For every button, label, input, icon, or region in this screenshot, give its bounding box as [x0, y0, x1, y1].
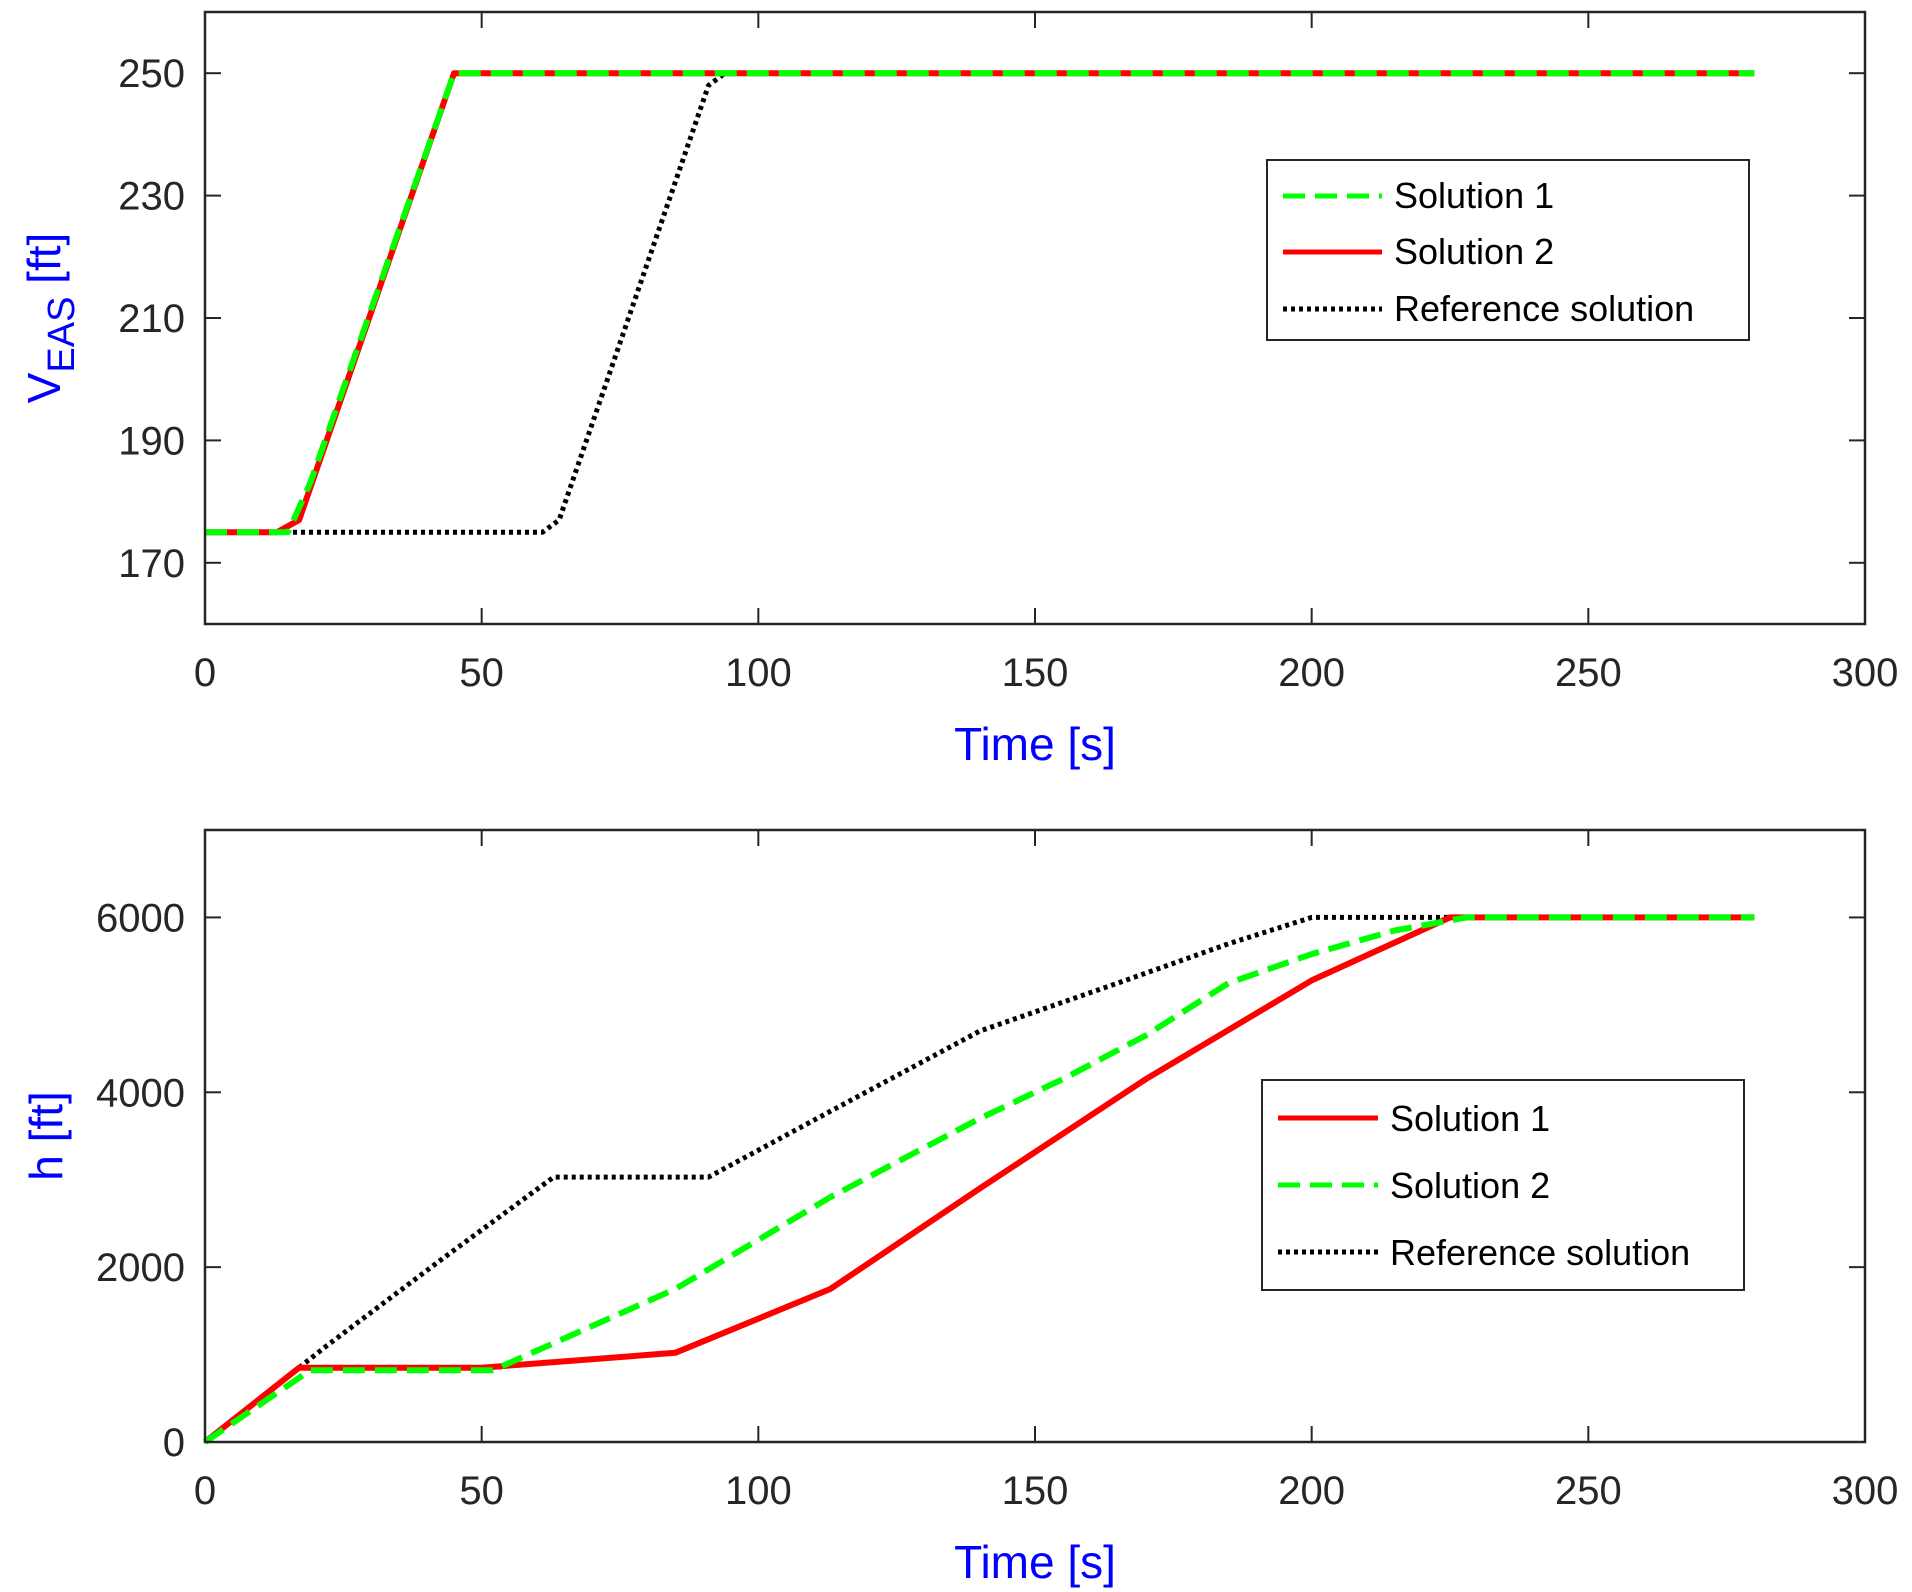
velocity-tick-marks: [204, 12, 1866, 624]
velocity-y-tick-label: 190: [118, 419, 185, 463]
velocity-y-axis-label: VEAS [ft]: [18, 233, 83, 404]
velocity-y-axis-label-main: V: [18, 372, 70, 403]
velocity-y-tick-label: 170: [118, 542, 185, 586]
velocity-legend-label-reference: Reference solution: [1394, 288, 1694, 329]
velocity-legend: Solution 1 Solution 2 Reference solution: [1266, 159, 1750, 341]
velocity-series-lines: [205, 70, 1755, 536]
altitude-tick-labels: 0 50 100 150 200 250 300 0 2000 4000 6000: [96, 896, 1898, 1513]
altitude-x-tick-label: 0: [194, 1469, 216, 1513]
altitude-x-tick-label: 150: [1002, 1469, 1069, 1513]
altitude-legend-label-reference: Reference solution: [1390, 1232, 1690, 1273]
velocity-tick-labels: 0 50 100 150 200 250 300 170 190 210 230 250: [118, 52, 1898, 695]
altitude-x-tick-label: 50: [459, 1469, 504, 1513]
velocity-x-tick-label: 50: [459, 651, 504, 695]
altitude-x-tick-label: 200: [1278, 1469, 1345, 1513]
velocity-x-tick-label: 0: [194, 651, 216, 695]
velocity-legend-label-solution-2: Solution 2: [1394, 231, 1554, 272]
velocity-y-tick-label: 210: [118, 297, 185, 341]
velocity-x-axis-label: Time [s]: [954, 718, 1116, 770]
altitude-x-tick-label: 300: [1832, 1469, 1899, 1513]
altitude-axes-box: [203, 828, 1867, 1444]
altitude-legend: Solution 1 Solution 2 Reference solution: [1261, 1079, 1745, 1291]
altitude-y-tick-label: 2000: [96, 1246, 185, 1290]
altitude-y-tick-label: 0: [163, 1421, 185, 1465]
altitude-legend-label-solution-2: Solution 2: [1390, 1165, 1550, 1206]
velocity-y-tick-label: 230: [118, 175, 185, 219]
velocity-x-tick-label: 250: [1555, 651, 1622, 695]
altitude-series-lines: [203, 914, 1755, 1445]
velocity-y-axis-label-subscript: EAS: [41, 297, 83, 373]
velocity-axes-box: [203, 10, 1867, 626]
velocity-series-solution-1: [205, 70, 1755, 536]
altitude-series-solution-2: [203, 914, 1755, 1445]
altitude-y-axis-label: h [ft]: [20, 1091, 72, 1180]
altitude-x-axis-label: Time [s]: [954, 1536, 1116, 1588]
velocity-legend-label-solution-1: Solution 1: [1394, 175, 1554, 216]
velocity-y-tick-label: 250: [118, 52, 185, 96]
velocity-y-axis-label-unit: [ft]: [18, 233, 70, 297]
altitude-series-reference-solution: [203, 914, 1711, 1444]
velocity-x-tick-label: 200: [1278, 651, 1345, 695]
altitude-legend-label-solution-1: Solution 1: [1390, 1098, 1550, 1139]
altitude-x-tick-label: 100: [725, 1469, 792, 1513]
velocity-chart: 0 50 100 150 200 250 300 170 190 210 230 250 Time […: [18, 10, 1898, 770]
altitude-x-tick-label: 250: [1555, 1469, 1622, 1513]
altitude-chart: 0 50 100 150 200 250 300 0 2000 4000 6000 Time [s]…: [20, 828, 1898, 1588]
velocity-x-tick-label: 100: [725, 651, 792, 695]
altitude-y-tick-label: 4000: [96, 1071, 185, 1115]
velocity-x-tick-label: 150: [1002, 651, 1069, 695]
velocity-x-tick-label: 300: [1832, 651, 1899, 695]
altitude-y-tick-label: 6000: [96, 896, 185, 940]
